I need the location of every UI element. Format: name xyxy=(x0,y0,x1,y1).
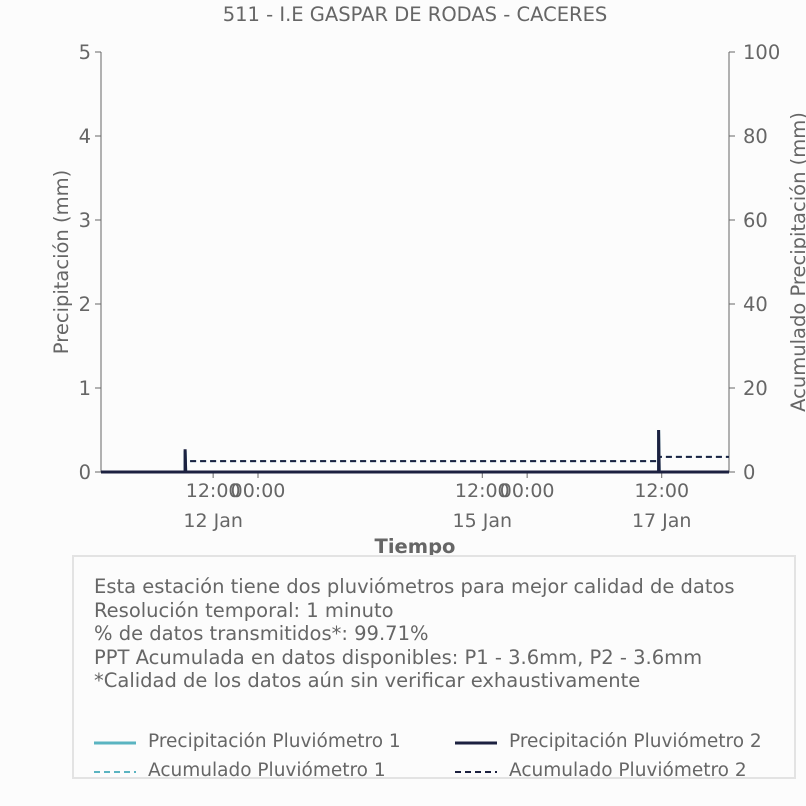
x-tick-label: 00:00 xyxy=(231,480,286,502)
y-right-tick-label: 40 xyxy=(743,293,768,316)
legend-swatch xyxy=(94,771,136,773)
y-right-tick-label: 0 xyxy=(743,461,755,484)
x-tick-label: 12:00 xyxy=(186,480,241,502)
x-tick-sublabel: 15 Jan xyxy=(453,510,513,532)
legend-label: Precipitación Pluviómetro 1 xyxy=(148,731,401,752)
x-tick-label: 12:00 xyxy=(455,480,510,502)
info-line: Resolución temporal: 1 minuto xyxy=(94,598,394,622)
y-left-tick-label: 3 xyxy=(79,209,91,232)
info-line: % de datos transmitidos*: 99.71% xyxy=(94,622,429,646)
legend-swatch xyxy=(455,771,497,773)
info-line: PPT Acumulada en datos disponibles: P1 -… xyxy=(94,645,703,669)
legend-swatch xyxy=(455,741,497,745)
x-axis-label: Tiempo xyxy=(375,535,456,558)
x-tick-label: 12:00 xyxy=(634,480,689,502)
y-right-tick-label: 80 xyxy=(743,125,768,148)
info-line: Esta estación tiene dos pluviómetros par… xyxy=(94,575,735,598)
y-right-tick-label: 60 xyxy=(743,209,768,232)
series-line-1 xyxy=(101,429,729,474)
y-axis-right-label: Acumulado Precipitación (mm) xyxy=(787,112,806,412)
chart-title: 511 - I.E GASPAR DE RODAS - CACERES xyxy=(223,3,608,26)
y-left-tick-label: 0 xyxy=(79,461,91,484)
y-left-tick-label: 1 xyxy=(79,377,91,400)
y-left-tick-label: 5 xyxy=(79,41,91,64)
station-info: Esta estación tiene dos pluviómetros par… xyxy=(94,575,735,693)
info-line: *Calidad de los datos aún sin verificar … xyxy=(94,669,641,693)
info-legend-box: Esta estación tiene dos pluviómetros par… xyxy=(72,555,796,781)
x-tick-sublabel: 17 Jan xyxy=(632,510,692,532)
y-right-tick-label: 20 xyxy=(743,377,768,400)
x-tick-label: 00:00 xyxy=(500,480,555,502)
y-left-tick-label: 4 xyxy=(79,125,91,148)
series-line-4 xyxy=(101,455,729,473)
x-tick-sublabel: 12 Jan xyxy=(183,510,243,532)
y-right-tick-label: 100 xyxy=(743,41,780,64)
series-line-3 xyxy=(101,455,729,473)
legend-swatch xyxy=(94,741,136,745)
y-axis-left-label: Precipitación (mm) xyxy=(50,170,73,354)
y-left-tick-label: 2 xyxy=(79,293,91,316)
legend-label: Acumulado Pluviómetro 1 xyxy=(148,760,386,781)
series-line-2 xyxy=(101,429,729,474)
legend-label: Precipitación Pluviómetro 2 xyxy=(509,731,762,752)
legend-label: Acumulado Pluviómetro 2 xyxy=(509,760,747,781)
